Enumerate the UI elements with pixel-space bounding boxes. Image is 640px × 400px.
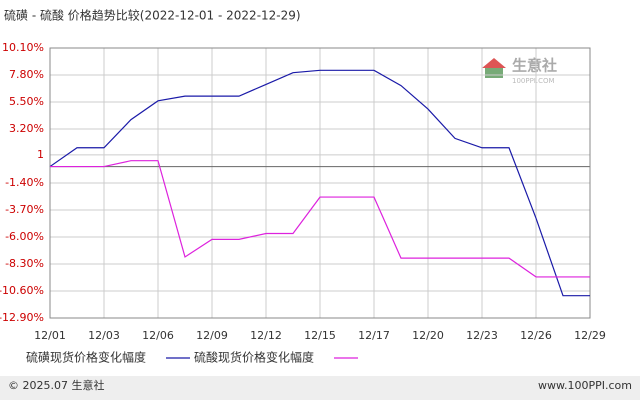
watermark: 生意社 100PPI.COM bbox=[482, 57, 557, 85]
x-tick-label: 12/03 bbox=[88, 329, 120, 342]
watermark-name: 生意社 bbox=[512, 57, 557, 75]
y-tick-label: 3.20% bbox=[9, 122, 44, 135]
x-tick-label: 12/09 bbox=[196, 329, 228, 342]
x-tick-label: 12/12 bbox=[250, 329, 282, 342]
y-tick-label: 10.10% bbox=[2, 41, 44, 54]
legend-label: 硫磺现货价格变化幅度 bbox=[26, 350, 146, 365]
x-tick-label: 12/01 bbox=[34, 329, 66, 342]
x-tick-label: 12/06 bbox=[142, 329, 174, 342]
chart-title: 硫磺 - 硫酸 价格趋势比较(2022-12-01 - 2022-12-29) bbox=[4, 8, 301, 23]
footer-left: © 2025.07 生意社 bbox=[8, 378, 104, 392]
logo-house bbox=[485, 68, 503, 78]
x-tick-label: 12/29 bbox=[574, 329, 606, 342]
footer-bar bbox=[0, 376, 640, 400]
footer-right: www.100PPI.com bbox=[538, 379, 632, 392]
x-tick-label: 12/23 bbox=[466, 329, 498, 342]
y-tick-label: -10.60% bbox=[0, 284, 44, 297]
watermark-site: 100PPI.COM bbox=[512, 77, 555, 85]
y-tick-label: -8.30% bbox=[5, 257, 44, 270]
y-tick-label: 1 bbox=[37, 148, 44, 161]
logo-roof bbox=[482, 58, 506, 68]
x-tick-label: 12/20 bbox=[412, 329, 444, 342]
x-tick-label: 12/17 bbox=[358, 329, 390, 342]
y-tick-label: 7.80% bbox=[9, 68, 44, 81]
x-tick-label: 12/26 bbox=[520, 329, 552, 342]
y-tick-label: 5.50% bbox=[9, 95, 44, 108]
series-line bbox=[49, 69, 590, 297]
plot-border bbox=[49, 47, 591, 319]
y-tick-label: -3.70% bbox=[5, 203, 44, 216]
y-tick-label: -12.90% bbox=[0, 311, 44, 324]
legend-label: 硫酸现货价格变化幅度 bbox=[194, 350, 314, 365]
y-tick-label: -6.00% bbox=[5, 230, 44, 243]
series-line bbox=[50, 160, 590, 278]
y-tick-label: -1.40% bbox=[5, 176, 44, 189]
x-tick-label: 12/15 bbox=[304, 329, 336, 342]
